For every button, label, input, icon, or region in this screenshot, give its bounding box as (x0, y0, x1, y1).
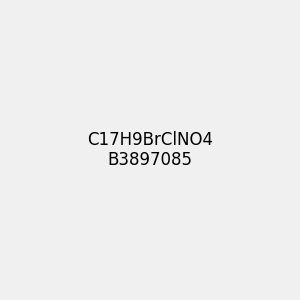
Text: C17H9BrClNO4
B3897085: C17H9BrClNO4 B3897085 (87, 130, 213, 170)
